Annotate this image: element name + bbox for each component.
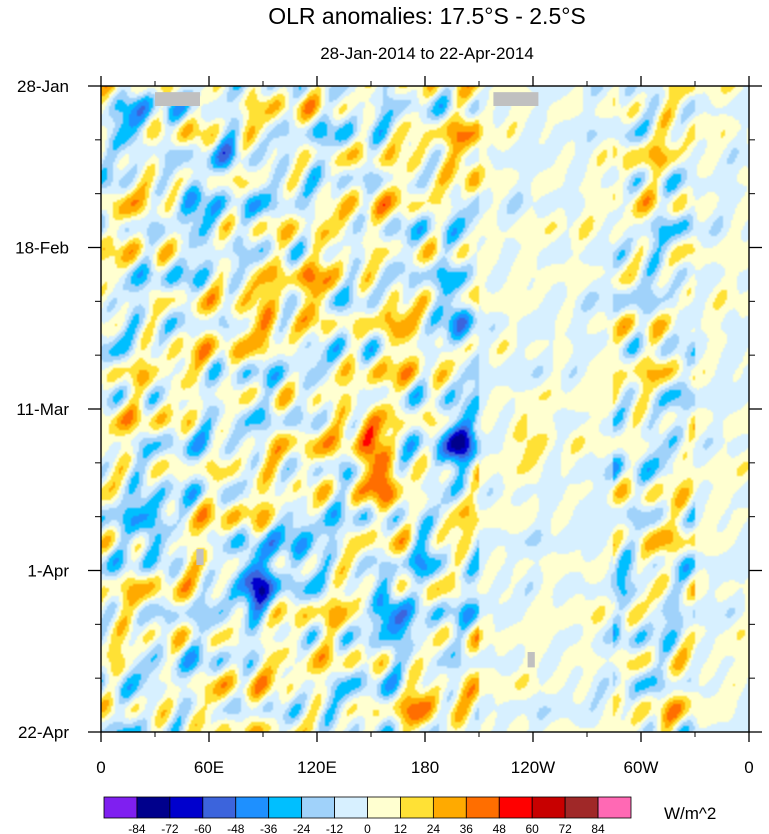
colorbar-level-label: -84 <box>128 822 146 834</box>
colorbar-swatch <box>268 796 303 819</box>
chart-title: OLR anomalies: 17.5°S - 2.5°S <box>268 3 586 29</box>
x-tick-label: 60E <box>194 758 224 777</box>
olr-anomaly-field <box>101 86 749 732</box>
missing-data-layer <box>155 92 539 668</box>
x-tick-label: 0 <box>96 758 105 777</box>
colorbar-swatch <box>334 796 368 819</box>
missing-data-patch <box>493 92 539 106</box>
colorbar-units-label: W/m^2 <box>664 804 716 823</box>
missing-data-patch <box>527 652 535 668</box>
colorbar-swatch <box>136 796 171 819</box>
colorbar-swatch <box>432 796 467 819</box>
colorbar-level-label: 0 <box>364 822 371 834</box>
colorbar-level-label: -24 <box>293 822 311 834</box>
y-axis: 28-Jan 18-Feb 11-Mar 1-Apr 22-Apr <box>15 77 762 742</box>
x-axis: 0 60E 120E 180 120W 60W 0 <box>96 76 754 777</box>
y-tick-label: 18-Feb <box>15 239 69 258</box>
colorbar-swatch <box>367 796 401 819</box>
x-tick-label: 120W <box>511 758 555 777</box>
colorbar-level-label: 24 <box>427 822 441 834</box>
colorbar-level-label: 36 <box>460 822 474 834</box>
x-tick-label: 120E <box>297 758 337 777</box>
colorbar-swatch <box>235 796 270 819</box>
colorbar-level-label: 60 <box>526 822 540 834</box>
colorbar-level-label: -48 <box>227 822 245 834</box>
colorbar-swatch <box>301 796 335 819</box>
colorbar-swatch <box>202 796 237 819</box>
x-tick-label: 180 <box>411 758 439 777</box>
missing-data-patch <box>155 92 200 106</box>
chart-subtitle: 28-Jan-2014 to 22-Apr-2014 <box>320 44 534 63</box>
y-tick-label: 28-Jan <box>17 77 69 96</box>
colorbar-level-label: 48 <box>493 822 507 834</box>
plot-area <box>100 85 750 733</box>
colorbar-swatch <box>169 796 204 819</box>
colorbar-swatch <box>498 796 533 819</box>
y-tick-label: 1-Apr <box>27 562 69 581</box>
colorbar-level-label: 72 <box>558 822 572 834</box>
colorbar-level-label: 12 <box>394 822 408 834</box>
colorbar: -84 -72 -60 -48 -36 -24 -12 0 12 24 36 48 60 72 84 <box>103 796 632 834</box>
x-tick-label: 60W <box>624 758 659 777</box>
colorbar-swatch <box>564 796 599 819</box>
y-tick-label: 11-Mar <box>16 400 69 419</box>
y-tick-label: 22-Apr <box>18 723 69 742</box>
colorbar-level-label: -36 <box>260 822 278 834</box>
missing-data-patch <box>196 548 204 566</box>
colorbar-swatch <box>531 796 566 819</box>
colorbar-level-label: -60 <box>194 822 212 834</box>
colorbar-swatch <box>103 796 138 819</box>
colorbar-swatch <box>465 796 500 819</box>
colorbar-level-label: -72 <box>161 822 179 834</box>
colorbar-level-label: 84 <box>591 822 605 834</box>
colorbar-swatch <box>400 796 434 819</box>
colorbar-swatch <box>597 796 632 819</box>
x-tick-label: 0 <box>744 758 753 777</box>
colorbar-level-label: -12 <box>326 822 344 834</box>
